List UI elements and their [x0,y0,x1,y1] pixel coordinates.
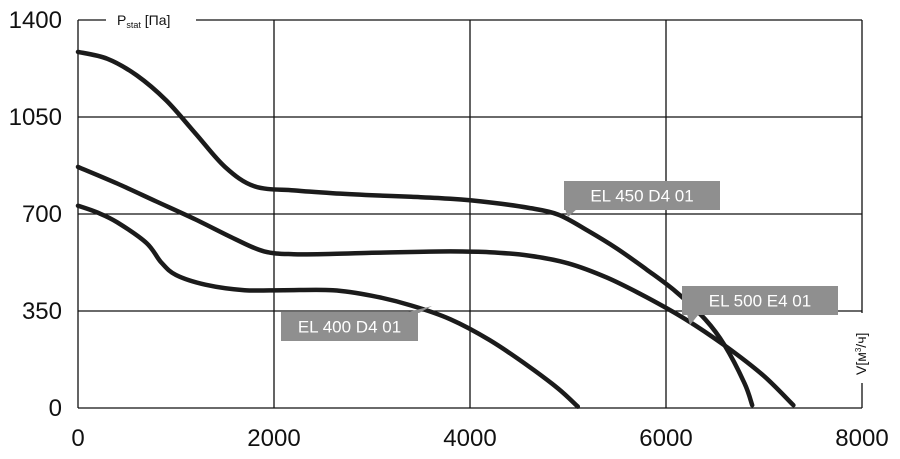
series-callouts: EL 450 D4 01 EL 500 E4 01 EL 400 D4 01 [281,181,838,341]
series-lines [75,49,796,409]
y-tick-label-0: 0 [49,395,62,422]
callout-el-450-d4-01: EL 450 D4 01 [564,181,720,217]
x-tick-label-4000: 4000 [443,425,496,452]
series-line-el-500-e4-01 [75,164,796,408]
callout-el-400-d4-01: EL 400 D4 01 [281,306,432,341]
x-tick-label-6000: 6000 [639,425,692,452]
x-tick-label-8000: 8000 [835,425,888,452]
axis-titles: Pstat [Па] V[м3/ч] [117,12,869,375]
y-tick-label-350: 350 [22,298,62,325]
tick-labels: 0 2000 4000 6000 8000 0 350 700 1050 1400 [9,7,889,452]
callout-box [682,286,838,315]
series-line-el-400-d4-01 [75,203,581,409]
x-axis-title: V[м3/ч] [853,333,869,375]
callout-label: EL 400 D4 01 [298,318,401,337]
y-axis-title: Pstat [Па] [117,12,170,30]
callout-label: EL 450 D4 01 [590,187,693,206]
y-tick-label-1050: 1050 [9,104,62,131]
callout-pointer [687,314,699,325]
y-tick-label-1400: 1400 [9,7,62,34]
x-tick-label-0: 0 [71,425,84,452]
x-tick-label-2000: 2000 [247,425,300,452]
plot-frame [77,19,863,409]
callout-el-500-e4-01: EL 500 E4 01 [682,286,838,325]
callout-label: EL 500 E4 01 [709,292,811,311]
series-line-el-450-d4-01 [75,49,755,408]
grid [78,20,862,408]
y-tick-label-700: 700 [22,201,62,228]
callout-pointer [565,209,577,217]
callout-pointer [404,306,432,313]
callout-box [281,312,418,341]
callout-box [564,181,720,210]
